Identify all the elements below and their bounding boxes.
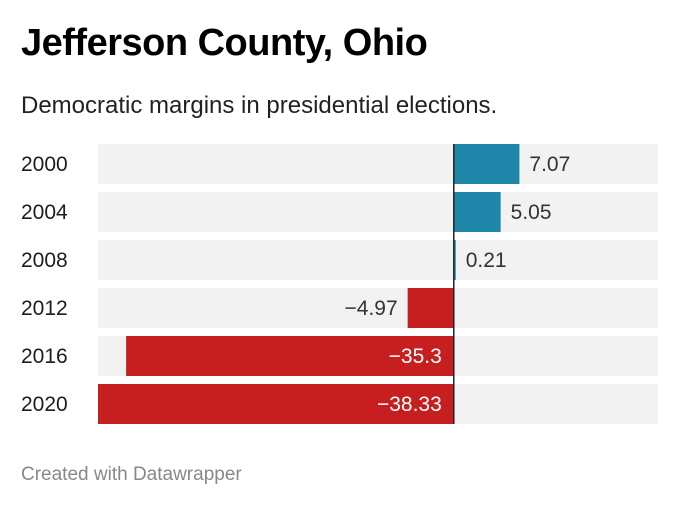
category-label: 2008 — [21, 249, 68, 272]
bar-track — [98, 240, 658, 280]
bar — [453, 192, 501, 232]
bar — [98, 384, 454, 424]
category-label: 2004 — [21, 201, 68, 224]
bar — [126, 336, 454, 376]
bar — [453, 240, 456, 280]
datawrapper-credit: Created with Datawrapper — [21, 464, 242, 485]
chart-subtitle: Democratic margins in presidential elect… — [21, 92, 498, 119]
value-label: −38.33 — [377, 393, 442, 416]
value-label: −4.97 — [345, 297, 398, 320]
bar-track — [98, 192, 658, 232]
category-label: 2012 — [21, 297, 68, 320]
category-label: 2020 — [21, 393, 68, 416]
category-label: 2000 — [21, 153, 68, 176]
bar-track — [98, 144, 658, 184]
bar-track — [98, 288, 658, 328]
bar — [407, 288, 454, 328]
chart-title: Jefferson County, Ohio — [21, 22, 428, 64]
value-label: 5.05 — [511, 201, 552, 224]
bar — [453, 144, 520, 184]
value-label: −35.3 — [389, 345, 442, 368]
category-label: 2016 — [21, 345, 68, 368]
value-label: 0.21 — [466, 249, 507, 272]
value-label: 7.07 — [529, 153, 570, 176]
